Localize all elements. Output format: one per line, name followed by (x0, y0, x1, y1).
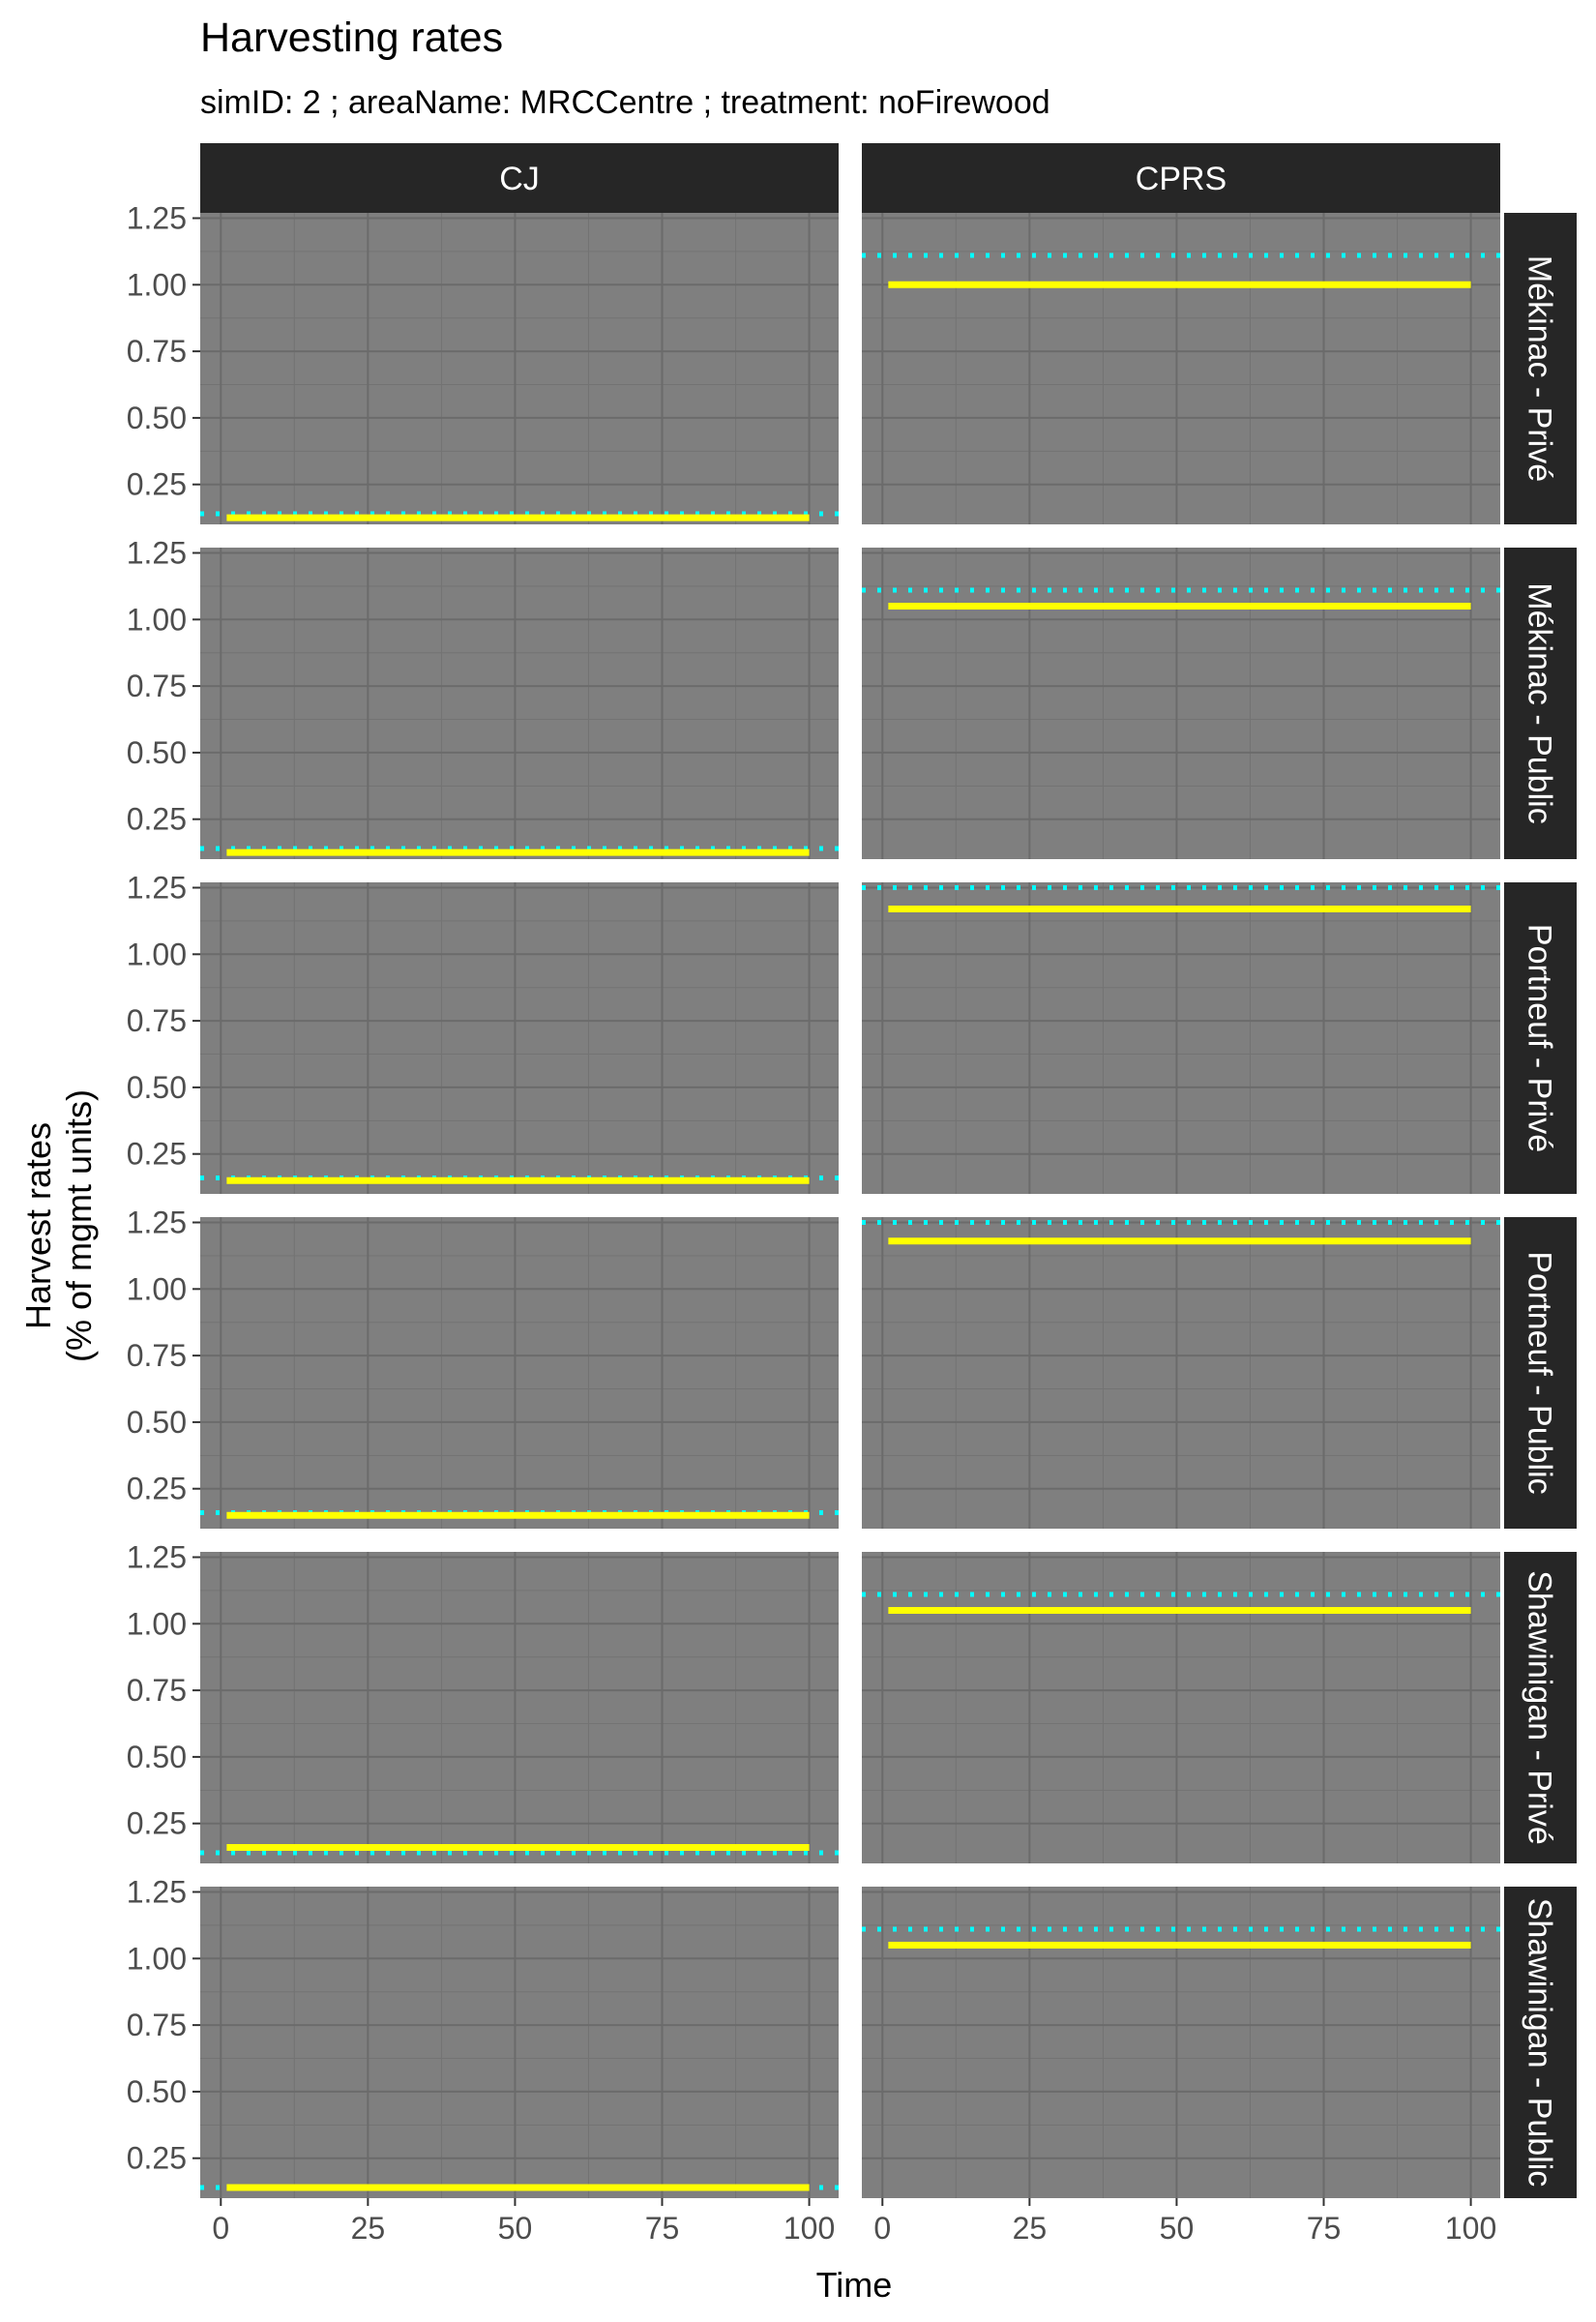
y-tick-label: 1.25 (127, 1875, 187, 1910)
y-tick-label: 0.50 (127, 1070, 187, 1105)
row-strip-label: Mékinac - Public (1522, 582, 1558, 823)
row-strip-label: Shawinigan - Public (1522, 1898, 1558, 2188)
row-strip-label: Shawinigan - Privé (1522, 1570, 1558, 1844)
row-strip-portneuf-public (1504, 1217, 1577, 1529)
panel-background (862, 1217, 1500, 1529)
panel-shawinigan-prive-cj (200, 1552, 839, 1863)
panel-background (862, 1552, 1500, 1863)
panel-portneuf-prive-cj (200, 882, 839, 1194)
y-tick-label: 0.25 (127, 802, 187, 837)
panel-shawinigan-prive-cprs (862, 1552, 1500, 1863)
row-strip-shawinigan-public (1504, 1887, 1577, 2198)
panel-background (200, 213, 839, 524)
y-tick-label: 0.50 (127, 1405, 187, 1440)
row-strip-label: Portneuf - Public (1522, 1251, 1558, 1494)
panel-background (200, 1217, 839, 1529)
row-strip-label: Mékinac - Privé (1522, 255, 1558, 482)
panel-portneuf-public-cprs (862, 1217, 1500, 1529)
y-tick-label: 1.00 (127, 937, 187, 971)
y-tick-label: 0.50 (127, 401, 187, 435)
y-tick-label: 0.25 (127, 1137, 187, 1172)
row-strip-portneuf-prive (1504, 882, 1577, 1194)
chart-subtitle: simID: 2 ; areaName: MRCCentre ; treatme… (200, 84, 1050, 121)
panel-background (862, 213, 1500, 524)
column-strip-label: CPRS (1136, 161, 1227, 197)
y-tick-label: 1.25 (127, 201, 187, 236)
y-tick-label: 1.25 (127, 871, 187, 906)
panel-shawinigan-public-cj (200, 1887, 839, 2198)
y-tick-label: 0.50 (127, 735, 187, 770)
panel-mekinac-prive-cj (200, 213, 839, 524)
y-tick-label: 0.25 (127, 2141, 187, 2176)
panel-background (862, 548, 1500, 859)
y-tick-label: 1.00 (127, 602, 187, 637)
x-tick-label: 50 (498, 2211, 533, 2246)
row-strip-shawinigan-prive (1504, 1552, 1577, 1863)
y-tick-label: 0.50 (127, 1740, 187, 1774)
x-tick-label: 75 (1307, 2211, 1342, 2246)
x-tick-label: 25 (1013, 2211, 1048, 2246)
panel-background (200, 1552, 839, 1863)
panel-mekinac-public-cj (200, 548, 839, 859)
column-strip-cprs (862, 143, 1500, 213)
column-strip-label: CJ (499, 161, 540, 197)
row-strip-label: Portneuf - Privé (1522, 924, 1558, 1152)
y-tick-label: 0.75 (127, 1673, 187, 1708)
y-tick-label: 1.00 (127, 267, 187, 302)
row-strip-mekinac-public (1504, 548, 1577, 859)
y-tick-label: 1.00 (127, 1271, 187, 1306)
x-tick-label: 100 (1445, 2211, 1496, 2246)
x-tick-label: 25 (351, 2211, 386, 2246)
y-tick-label: 1.25 (127, 1540, 187, 1575)
panel-background (862, 882, 1500, 1194)
y-tick-label: 0.25 (127, 467, 187, 502)
panel-mekinac-prive-cprs (862, 213, 1500, 524)
y-tick-label: 0.75 (127, 1338, 187, 1373)
y-tick-label: 0.75 (127, 1003, 187, 1038)
y-tick-label: 1.25 (127, 1206, 187, 1240)
column-strip-cj (200, 143, 839, 213)
panel-portneuf-public-cj (200, 1217, 839, 1529)
panel-background (200, 1887, 839, 2198)
y-tick-label: 0.50 (127, 2074, 187, 2109)
row-strip-mekinac-prive (1504, 213, 1577, 524)
x-tick-label: 0 (873, 2211, 891, 2246)
panel-grid: CJ CPRS Mékinac - Privé Mékinac - Public Por… (127, 143, 1577, 2246)
y-tick-label: 0.75 (127, 669, 187, 703)
y-tick-label: 1.25 (127, 536, 187, 571)
y-axis-label-line-2: (% of mgmt units) (59, 1089, 99, 1362)
panel-background (200, 548, 839, 859)
panel-mekinac-public-cprs (862, 548, 1500, 859)
y-tick-label: 0.25 (127, 1806, 187, 1841)
panel-background (862, 1887, 1500, 2198)
x-axis-label: Time (816, 2265, 893, 2305)
y-tick-label: 1.00 (127, 1606, 187, 1641)
y-tick-label: 0.25 (127, 1472, 187, 1506)
y-tick-label: 1.00 (127, 1941, 187, 1976)
x-tick-label: 75 (645, 2211, 680, 2246)
x-tick-label: 0 (212, 2211, 229, 2246)
chart-title: Harvesting rates (200, 15, 503, 61)
panel-portneuf-prive-cprs (862, 882, 1500, 1194)
x-tick-label: 100 (783, 2211, 835, 2246)
panel-background (200, 882, 839, 1194)
x-tick-label: 50 (1160, 2211, 1195, 2246)
y-tick-label: 0.75 (127, 2008, 187, 2042)
y-axis-label-line-1: Harvest rates (18, 1122, 58, 1329)
y-tick-label: 0.75 (127, 334, 187, 369)
panel-shawinigan-public-cprs (862, 1887, 1500, 2198)
